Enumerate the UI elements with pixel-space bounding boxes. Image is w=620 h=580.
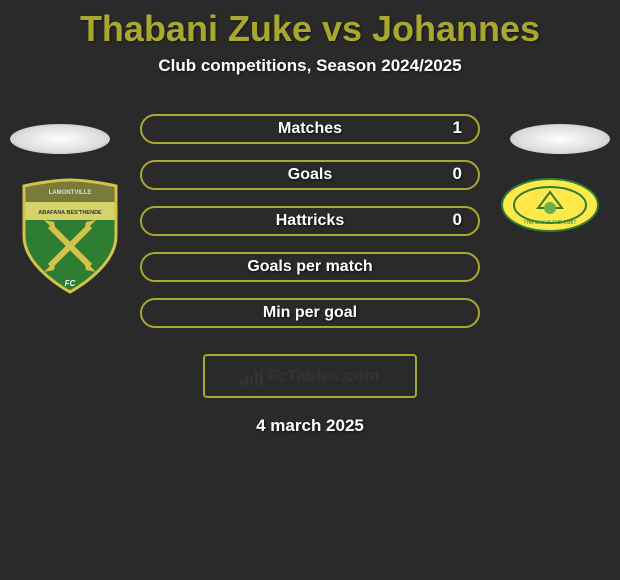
stats-container: Matches 1 Goals 0 Hattricks 0 Goals per …	[0, 114, 620, 344]
stat-row: Goals 0	[0, 160, 620, 206]
brand-text: FcTables.com	[267, 366, 379, 386]
date-label: 4 march 2025	[0, 416, 620, 436]
stat-value-right: 1	[453, 118, 462, 138]
stat-label: Min per goal	[140, 298, 480, 328]
stat-label: Goals per match	[140, 252, 480, 282]
stat-row: Goals per match	[0, 252, 620, 298]
stat-value-right: 0	[453, 210, 462, 230]
stat-label: Goals	[140, 160, 480, 190]
stat-row: Hattricks 0	[0, 206, 620, 252]
stat-label: Matches	[140, 114, 480, 144]
stat-label: Hattricks	[140, 206, 480, 236]
brand-box[interactable]: FcTables.com	[203, 354, 417, 398]
subtitle: Club competitions, Season 2024/2025	[0, 56, 620, 76]
stat-row: Min per goal	[0, 298, 620, 344]
bars-icon	[240, 367, 263, 385]
page-title: Thabani Zuke vs Johannes	[0, 0, 620, 50]
stat-value-right: 0	[453, 164, 462, 184]
stat-row: Matches 1	[0, 114, 620, 160]
